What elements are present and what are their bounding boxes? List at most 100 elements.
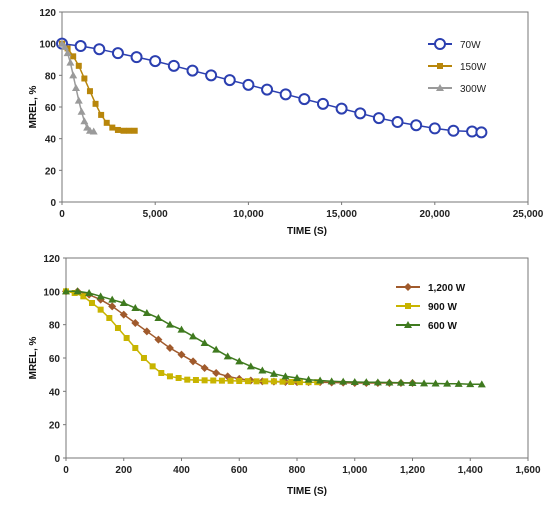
- data-point: [218, 377, 225, 384]
- data-point: [142, 309, 151, 316]
- data-point: [93, 43, 106, 56]
- data-point: [186, 64, 199, 77]
- data-point: [192, 377, 199, 383]
- y-axis-label-bottom: MREL, %: [28, 337, 39, 380]
- y-tick-label: 120: [43, 254, 60, 265]
- data-point: [70, 53, 77, 60]
- data-point: [288, 379, 295, 385]
- legend-marker: [404, 321, 412, 328]
- data-point: [66, 58, 75, 66]
- data-point: [236, 378, 243, 384]
- data-point: [98, 111, 105, 118]
- data-point: [253, 378, 260, 385]
- data-point: [75, 62, 82, 69]
- data-point: [97, 306, 104, 313]
- data-point: [210, 377, 217, 384]
- legend-label: 70W: [460, 40, 481, 51]
- y-axis-label-top: MREL, %: [28, 86, 39, 129]
- data-point: [77, 107, 86, 115]
- data-point: [74, 40, 87, 53]
- data-point: [339, 377, 348, 385]
- data-point: [372, 112, 385, 125]
- x-axis-label-bottom: TIME (S): [287, 486, 327, 497]
- series-triangle: [58, 39, 98, 135]
- data-point: [362, 378, 371, 386]
- data-point: [119, 299, 128, 306]
- data-point: [335, 102, 348, 115]
- data-point: [454, 379, 463, 387]
- series-open-circle: [56, 37, 488, 139]
- data-point: [86, 88, 93, 95]
- data-point: [149, 55, 162, 68]
- data-point: [200, 364, 209, 372]
- y-tick-label: 0: [54, 454, 60, 465]
- x-tick-label: 1,200: [400, 465, 425, 476]
- data-point: [114, 325, 121, 331]
- data-point: [142, 327, 151, 336]
- y-tick-label: 60: [49, 354, 61, 365]
- data-point: [428, 122, 441, 135]
- data-point: [408, 379, 417, 386]
- data-point: [119, 310, 128, 319]
- data-point: [154, 314, 163, 321]
- x-tick-label: 200: [115, 465, 132, 476]
- data-point: [109, 124, 116, 131]
- legend-marker: [434, 38, 446, 50]
- data-point: [126, 127, 133, 134]
- data-point: [431, 379, 440, 387]
- data-point: [114, 126, 121, 133]
- data-point: [123, 335, 130, 341]
- y-tick-label: 80: [45, 71, 57, 82]
- legend-label: 150W: [460, 62, 487, 73]
- data-point: [477, 380, 486, 388]
- data-point: [298, 93, 311, 106]
- x-tick-label: 600: [231, 465, 248, 476]
- data-point: [103, 119, 110, 126]
- data-point: [269, 369, 278, 377]
- legend-bottom: 1,200 W 900 W 600 W: [396, 283, 466, 332]
- y-tick-label: 40: [49, 387, 61, 398]
- data-point: [246, 362, 255, 370]
- data-point: [96, 292, 105, 300]
- x-tick-label: 25,000: [513, 209, 544, 220]
- data-point: [92, 100, 99, 107]
- data-point: [184, 376, 191, 383]
- legend-label: 300W: [460, 84, 487, 95]
- data-point: [212, 369, 221, 377]
- legend-top: 70W 150W 300W: [428, 38, 487, 95]
- y-tick-label: 120: [39, 8, 56, 19]
- data-point: [296, 379, 303, 386]
- data-point: [85, 289, 94, 296]
- data-point: [131, 127, 138, 134]
- data-point: [158, 370, 165, 376]
- data-point: [420, 379, 429, 387]
- data-point: [223, 352, 232, 360]
- data-point: [189, 332, 198, 340]
- legend-marker: [405, 303, 411, 309]
- data-point: [80, 293, 87, 300]
- data-point: [165, 320, 174, 328]
- data-point: [106, 315, 113, 321]
- series-triangle: [62, 287, 486, 388]
- y-tick-label: 20: [45, 166, 57, 177]
- data-point: [327, 377, 336, 385]
- data-point: [177, 350, 186, 359]
- data-point: [258, 366, 267, 374]
- legend-label: 1,200 W: [428, 283, 466, 294]
- data-point: [149, 363, 156, 370]
- data-point: [316, 97, 329, 110]
- data-point: [73, 287, 82, 295]
- data-point: [154, 335, 163, 344]
- data-point: [304, 375, 313, 383]
- data-point: [131, 319, 140, 327]
- data-point: [166, 373, 173, 380]
- data-point: [261, 83, 274, 96]
- data-point: [279, 378, 286, 385]
- data-point: [62, 287, 70, 295]
- data-point: [475, 126, 488, 139]
- data-point: [165, 344, 174, 352]
- data-point: [201, 377, 208, 384]
- data-point: [293, 374, 301, 381]
- data-point: [447, 124, 460, 137]
- plot-frame-top: [61, 11, 529, 203]
